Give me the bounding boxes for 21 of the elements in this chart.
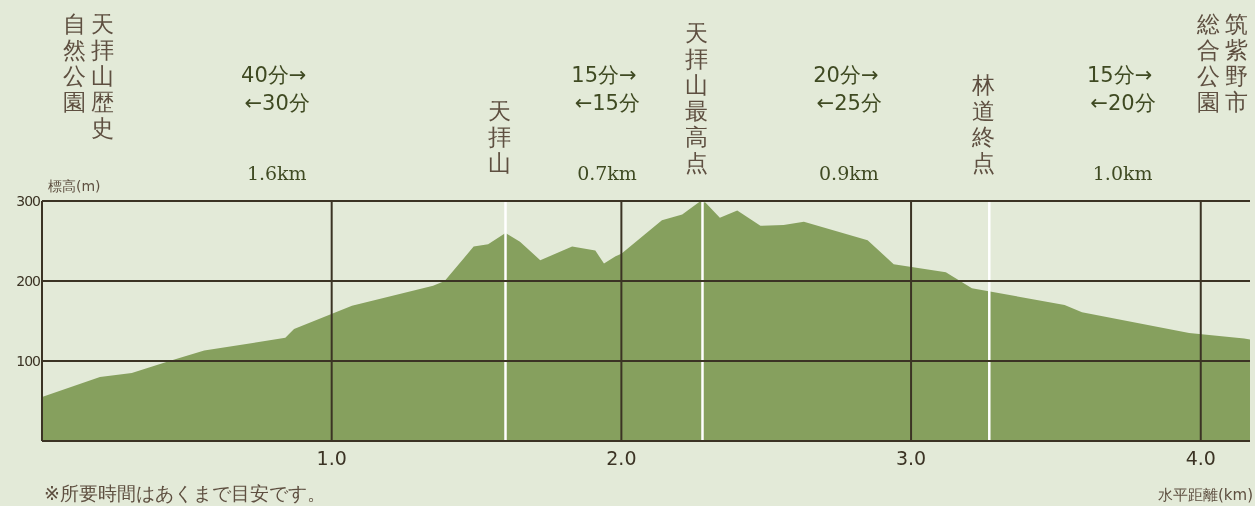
text: 筑紫野市 <box>1224 11 1248 115</box>
ref-line-label: 天拝山 <box>488 98 511 176</box>
y-tick-label: 100 <box>16 353 41 369</box>
x-tick-label: 1.0 <box>316 447 347 469</box>
text: 天拝山歴史 <box>90 11 114 141</box>
x-tick-label: 2.0 <box>606 447 637 469</box>
text: 40分→ ←30分 1.6km <box>241 63 310 184</box>
x-axis-title: 水平距離(km) <box>1157 486 1253 504</box>
text: 15分→ ←15分 0.7km <box>571 63 640 184</box>
text: 自然公園 <box>62 11 86 115</box>
x-tick-label: 4.0 <box>1185 447 1216 469</box>
text: 15分→ ←20分 1.0km <box>1086 63 1156 184</box>
x-tick-label: 3.0 <box>895 447 927 469</box>
y-tick-label: 300 <box>16 193 41 209</box>
text: ※所要時間はあくまで目安です。 <box>44 482 326 504</box>
y-axis-title: 標高(m) <box>48 178 101 194</box>
ref-line-label: 林道終点 <box>970 72 995 176</box>
text: 総合公園 <box>1195 11 1220 115</box>
text: 20分→ ←25分 0.9km <box>813 63 882 184</box>
y-tick-label: 200 <box>16 273 41 289</box>
ref-line-label: 天拝山最高点 <box>684 20 708 176</box>
